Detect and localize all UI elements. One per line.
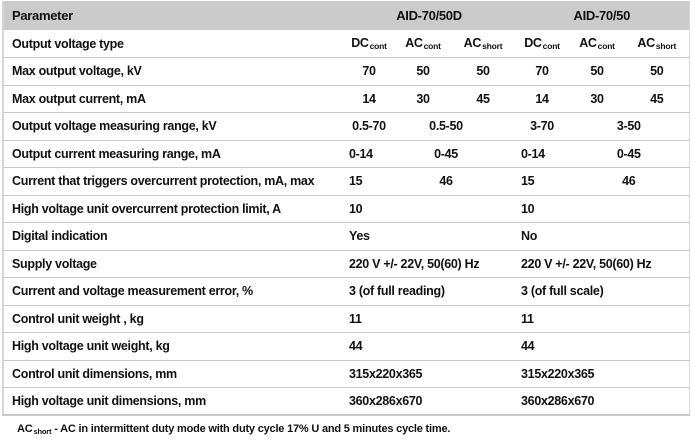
row-label: High voltage unit weight, kg [3,332,343,361]
row-hv-unit-dimensions: High voltage unit dimensions, mm 360x286… [3,387,690,416]
value-cell: 70 [515,57,570,86]
col-main: DC [524,36,542,50]
value-cell: 44 [343,332,516,361]
value-cell: 315x220x365 [343,360,516,388]
row-max-output-current: Max output current, mA 14 30 45 14 30 45 [3,85,690,113]
row-label: Output voltage measuring range, kV [3,112,343,141]
value-cell: 3 (of full scale) [515,277,690,306]
col-dc-cont-left: DCcont [343,30,395,58]
col-sub: cont [542,41,560,51]
col-dc-cont-right: DCcont [515,30,570,58]
col-main: AC [405,36,423,50]
value-cell: 220 V +/- 22V, 50(60) Hz [515,250,690,278]
col-sub: cont [423,41,441,51]
footnote: ACshort - AC in intermittent duty mode wi… [17,423,693,436]
row-hv-unit-weight: High voltage unit weight, kg 44 44 [3,332,690,361]
value-cell: 0-45 [395,140,516,168]
value-cell: 0.5-50 [395,112,516,141]
value-cell: 50 [625,57,690,86]
col-ac-cont-left: ACcont [395,30,451,58]
col-main: AC [637,36,655,50]
value-cell: 44 [515,332,690,361]
col-main: AC [579,36,597,50]
value-cell: 3-50 [569,112,690,141]
value-cell: 0-14 [343,140,395,168]
value-cell: 14 [343,85,395,113]
value-cell: 11 [515,305,690,333]
row-label: Digital indication [3,222,343,251]
header-parameter: Parameter [3,1,343,30]
value-cell: 30 [395,85,451,113]
col-main: DC [351,36,369,50]
spec-table: Parameter AID-70/50D AID-70/50 Output vo… [2,1,690,416]
row-overcurrent-trigger: Current that triggers overcurrent protec… [3,167,690,196]
col-sub: short [482,41,503,51]
row-hv-overcurrent-limit: High voltage unit overcurrent protection… [3,195,690,223]
row-control-unit-dimensions: Control unit dimensions, mm 315x220x365 … [3,360,690,388]
row-label: Current and voltage measurement error, % [3,277,343,306]
value-cell: 15 [343,167,395,196]
row-control-unit-weight: Control unit weight , kg 11 11 [3,305,690,333]
value-cell: No [515,222,690,251]
value-cell: 45 [451,85,516,113]
row-measurement-error: Current and voltage measurement error, %… [3,277,690,306]
value-cell: 10 [343,195,516,223]
row-label: Output current measuring range, mA [3,140,343,168]
value-cell: 15 [515,167,570,196]
value-cell: 11 [343,305,516,333]
row-output-voltage-type: Output voltage type DCcont ACcont ACshor… [3,30,690,58]
row-max-output-voltage: Max output voltage, kV 70 50 50 70 50 50 [3,57,690,86]
row-digital-indication: Digital indication Yes No [3,222,690,251]
value-cell: 360x286x670 [343,387,516,416]
table-header-row: Parameter AID-70/50D AID-70/50 [3,1,690,30]
value-cell: 50 [569,57,626,86]
col-sub: cont [597,41,615,51]
value-cell: 45 [625,85,690,113]
value-cell: 30 [569,85,626,113]
value-cell: 220 V +/- 22V, 50(60) Hz [343,250,516,278]
row-output-voltage-measuring-range: Output voltage measuring range, kV 0.5-7… [3,112,690,141]
value-cell: 3-70 [515,112,570,141]
value-cell: 0-14 [515,140,570,168]
col-sub: cont [369,41,387,51]
row-label: Control unit dimensions, mm [3,360,343,388]
value-cell: Yes [343,222,516,251]
value-cell: 70 [343,57,395,86]
value-cell: 360x286x670 [515,387,690,416]
row-supply-voltage: Supply voltage 220 V +/- 22V, 50(60) Hz … [3,250,690,278]
col-sub: short [655,41,677,51]
row-label: Supply voltage [3,250,343,278]
col-ac-short-right: ACshort [625,30,690,58]
footnote-term-subscript: short [33,427,52,436]
value-cell: 10 [515,195,690,223]
row-label: High voltage unit overcurrent protection… [3,195,343,223]
value-cell: 0.5-70 [343,112,395,141]
value-cell: 315x220x365 [515,360,690,388]
col-main: AC [463,36,482,50]
col-ac-cont-right: ACcont [569,30,626,58]
row-label: Max output voltage, kV [3,57,343,86]
col-ac-short-left: ACshort [451,30,516,58]
row-label: Current that triggers overcurrent protec… [3,167,343,196]
row-label: Control unit weight , kg [3,305,343,333]
value-cell: 46 [395,167,516,196]
row-label: High voltage unit dimensions, mm [3,387,343,416]
footnote-text: - AC in intermittent duty mode with duty… [54,423,451,435]
footnote-term: AC [17,423,33,435]
value-cell: 50 [451,57,516,86]
value-cell: 14 [515,85,570,113]
value-cell: 3 (of full reading) [343,277,516,306]
row-output-current-measuring-range: Output current measuring range, mA 0-14 … [3,140,690,168]
value-cell: 46 [569,167,690,196]
row-label: Max output current, mA [3,85,343,113]
row-label: Output voltage type [3,30,343,58]
header-model-aid-70-50: AID-70/50 [515,1,690,30]
value-cell: 0-45 [569,140,690,168]
value-cell: 50 [395,57,451,86]
header-model-aid-70-50d: AID-70/50D [343,1,516,30]
